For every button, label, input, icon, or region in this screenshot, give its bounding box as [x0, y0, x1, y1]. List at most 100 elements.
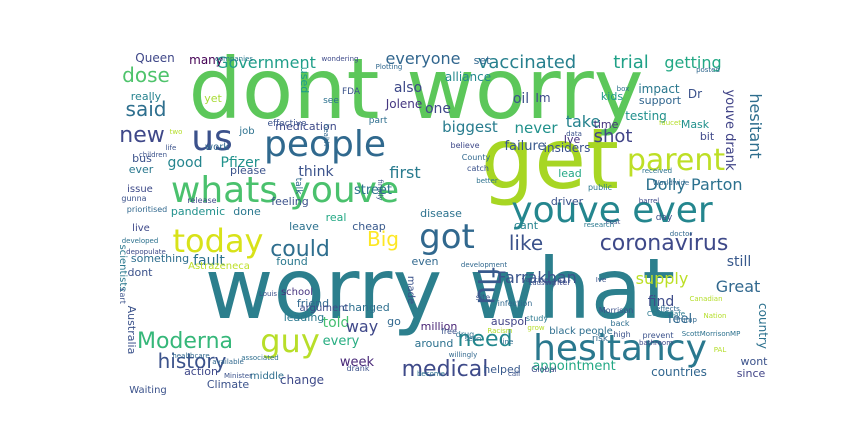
- word-farrakhan: Farrakhan: [497, 268, 577, 287]
- word-could: could: [270, 237, 330, 262]
- word-ive: Ive: [564, 133, 581, 146]
- word-street: street: [354, 183, 392, 198]
- word-shot: shot: [594, 126, 633, 147]
- word-data: data: [566, 130, 582, 138]
- word-flu: flu: [470, 267, 505, 305]
- word-bathroom: bathroom: [639, 339, 673, 347]
- word-real: real: [326, 211, 347, 224]
- word-bit: bit: [700, 130, 715, 143]
- word-prevent: prevent: [643, 331, 674, 340]
- word-wondering: wondering: [322, 55, 359, 63]
- word-effects: effects: [656, 305, 680, 313]
- word-risk: risk: [592, 334, 609, 344]
- word-health: health: [322, 124, 330, 146]
- word-doctor: doctor: [670, 230, 693, 238]
- word-something: something: [131, 252, 189, 265]
- word-ive: Ive: [596, 276, 607, 284]
- word-failure: failure: [504, 139, 545, 154]
- word-issue: issue: [127, 184, 153, 195]
- word-line: line: [501, 338, 514, 346]
- word-fault: fault: [193, 253, 225, 269]
- word-dr: Dr: [688, 87, 702, 101]
- word-think: think: [298, 164, 334, 180]
- word-free: free: [441, 327, 457, 336]
- word-everyone: everyone: [386, 49, 461, 68]
- word-history: history: [158, 349, 227, 373]
- word-louis: Louis: [259, 290, 277, 298]
- word-please: please: [230, 164, 266, 177]
- word-scottmorrisonmp: ScottMorrisonMP: [682, 330, 741, 338]
- word-countries: countries: [651, 365, 707, 379]
- word-youve-drank: youve drank: [722, 89, 737, 171]
- word-companies: companies: [215, 55, 253, 63]
- word-friend: friend: [297, 297, 329, 310]
- word-better: better: [476, 177, 498, 185]
- word-research: research: [584, 221, 614, 229]
- word-cheap: cheap: [352, 220, 386, 233]
- word-first: first: [389, 163, 420, 182]
- word-insiders: insiders: [544, 141, 591, 155]
- word-ever: ever: [129, 163, 154, 176]
- word-medical: medical: [402, 357, 489, 382]
- word-biggest: biggest: [442, 118, 498, 136]
- word-morrison: Morrison: [599, 306, 634, 315]
- word-waiting: Waiting: [129, 385, 167, 396]
- word-big: Big: [367, 227, 399, 251]
- word-two: two: [170, 128, 183, 136]
- word-plotting: Plotting: [376, 63, 403, 71]
- word-black-people: black people: [549, 326, 613, 337]
- word-high: high: [613, 330, 630, 339]
- word-dolly-parton: Dolly Parton: [645, 175, 742, 194]
- word-million: million: [421, 320, 458, 333]
- word-people: people: [264, 124, 386, 165]
- word-grow: grow: [527, 324, 544, 332]
- word-dont-worry: dont worry: [189, 40, 644, 138]
- word-oil: oil: [513, 91, 529, 107]
- word-drank: drank: [347, 364, 370, 373]
- word-middle: middle: [250, 371, 284, 382]
- word-job: job: [238, 126, 254, 137]
- word-today: today: [173, 222, 264, 260]
- word-around: around: [415, 337, 454, 350]
- word-part: part: [369, 116, 388, 126]
- word-trial: trial: [613, 52, 649, 73]
- word-even: even: [411, 255, 438, 268]
- word-finally: finally: [376, 179, 384, 200]
- word-jolene: Jolene: [385, 97, 423, 111]
- word-believe: believe: [450, 141, 479, 150]
- word-made: made: [405, 276, 416, 304]
- word-yet: yet: [204, 92, 222, 105]
- word-dose: dose: [122, 63, 170, 87]
- word-feel: feel: [668, 312, 692, 327]
- word-public: public: [588, 183, 612, 192]
- word-infection: infection: [498, 299, 533, 308]
- word-take: take: [566, 112, 601, 131]
- word-supply: supply: [636, 269, 689, 288]
- word-medication: medication: [275, 120, 336, 133]
- word-argument: argument: [300, 303, 349, 314]
- word-scientists: scientists: [117, 244, 128, 291]
- word-never: never: [514, 119, 558, 137]
- word-life: life: [166, 144, 177, 152]
- word-us: us: [191, 118, 233, 159]
- word-covidsafe: COVIDSafe: [647, 310, 685, 318]
- word-posted: posted: [696, 66, 720, 74]
- word-bus: bus: [132, 152, 152, 165]
- word-minister: Minister: [224, 372, 252, 380]
- word-depopulate: depopulate: [126, 248, 166, 256]
- word-testing: testing: [625, 109, 667, 123]
- word-dont: dont: [128, 266, 154, 279]
- word-helped: helped: [483, 363, 521, 376]
- word-see: see: [323, 96, 339, 106]
- word-feeling: feeling: [271, 195, 308, 208]
- word-climate: Climate: [207, 378, 250, 391]
- word-children: children: [139, 151, 167, 159]
- word-getting: getting: [664, 53, 721, 72]
- word-canadian: Canadian: [689, 295, 722, 303]
- word-county: County: [462, 153, 491, 162]
- word-worldwide: Worldwide: [653, 179, 689, 187]
- word-leading: leading: [284, 311, 325, 324]
- word-vaccinated: vaccinated: [478, 52, 576, 73]
- word-study: study: [526, 314, 548, 323]
